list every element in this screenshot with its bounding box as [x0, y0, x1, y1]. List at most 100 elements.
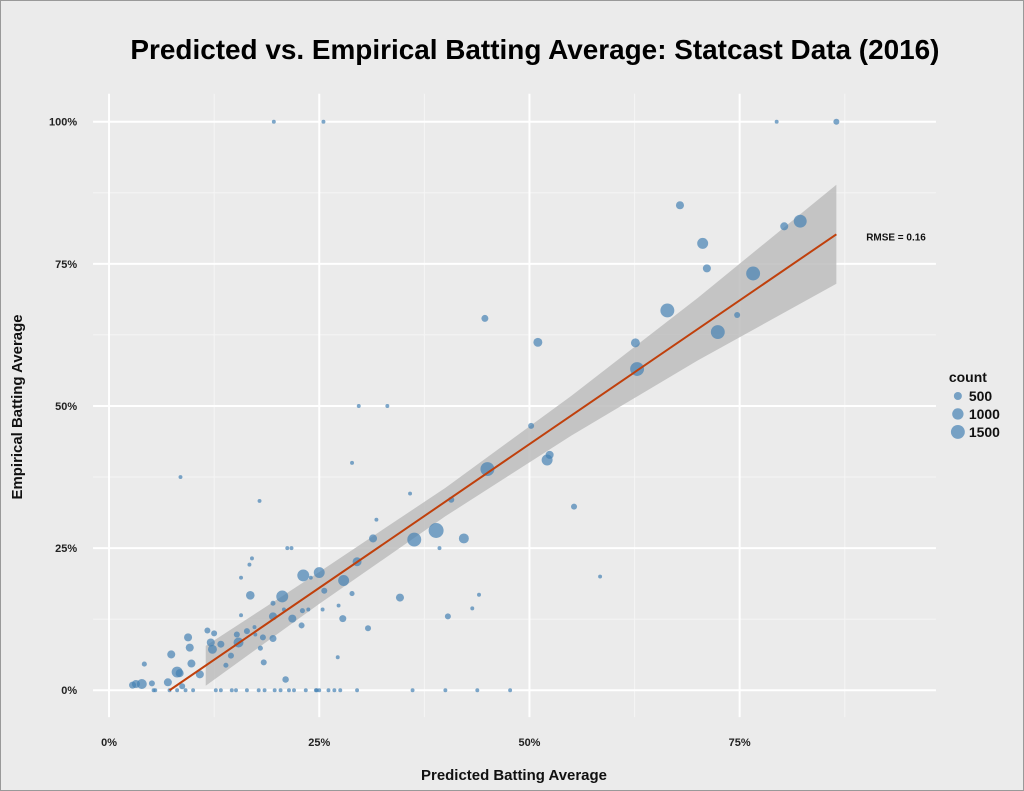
- data-point: [213, 688, 218, 693]
- data-point: [299, 608, 305, 614]
- data-point: [571, 503, 578, 510]
- data-point: [336, 603, 341, 608]
- legend-label: 1500: [969, 424, 1000, 440]
- data-point: [136, 679, 147, 689]
- data-point: [187, 659, 196, 668]
- data-point: [223, 662, 229, 668]
- legend-label: 1000: [969, 406, 1000, 422]
- data-point: [270, 600, 276, 606]
- data-point: [408, 491, 413, 496]
- data-point: [247, 562, 252, 567]
- data-point: [339, 615, 347, 623]
- y-axis-label: Empirical Batting Average: [9, 314, 26, 499]
- data-point: [175, 688, 180, 693]
- chart-title: Predicted vs. Empirical Batting Average:…: [130, 34, 939, 65]
- data-point: [306, 607, 311, 612]
- data-point: [355, 688, 360, 693]
- data-point: [175, 669, 184, 678]
- x-tick-label: 50%: [518, 737, 540, 749]
- legend-key: [953, 391, 962, 401]
- data-point: [179, 683, 186, 690]
- data-point: [321, 119, 326, 124]
- data-point: [407, 532, 422, 547]
- data-point: [338, 575, 350, 586]
- data-point: [204, 627, 211, 634]
- data-point: [350, 460, 354, 465]
- confidence-ribbon-group: [205, 184, 837, 686]
- data-point: [477, 592, 481, 597]
- data-point: [335, 655, 340, 660]
- data-point: [697, 237, 709, 249]
- data-point: [227, 652, 234, 659]
- data-point: [702, 264, 711, 273]
- data-point: [598, 574, 603, 579]
- data-point: [675, 201, 684, 210]
- y-tick-label: 100%: [49, 117, 77, 129]
- data-point: [287, 688, 291, 693]
- data-point: [289, 546, 294, 551]
- data-point: [184, 633, 193, 642]
- data-point: [317, 688, 322, 693]
- legend-label: 500: [969, 388, 993, 404]
- data-point: [257, 498, 262, 503]
- data-point: [428, 522, 444, 538]
- data-point: [185, 643, 194, 652]
- gridlines: [93, 93, 936, 718]
- data-point: [256, 688, 261, 693]
- data-point: [308, 575, 313, 580]
- data-point: [321, 587, 328, 594]
- size-legend: count 500 1000 1500: [949, 369, 1000, 440]
- data-point: [178, 475, 183, 480]
- y-tick-label: 50%: [55, 401, 77, 413]
- legend-key: [952, 408, 964, 420]
- legend-title: count: [949, 369, 987, 385]
- data-point: [437, 546, 442, 551]
- x-axis-label: Predicted Batting Average: [421, 767, 607, 784]
- confidence-ribbon: [205, 184, 837, 686]
- data-point: [660, 303, 675, 318]
- data-point: [262, 688, 267, 693]
- tick-labels: 0% 25% 50% 75% 0% 25% 50% 75% 100%: [49, 117, 751, 749]
- data-point: [374, 517, 379, 522]
- data-point: [533, 337, 543, 347]
- data-point: [313, 567, 325, 579]
- data-point: [276, 590, 289, 603]
- data-point: [243, 628, 250, 635]
- data-point: [195, 670, 204, 679]
- data-point: [141, 661, 147, 667]
- data-point: [385, 404, 390, 408]
- rmse-annotation: RMSE = 0.16: [866, 232, 926, 243]
- data-point: [148, 680, 155, 687]
- fit-line-group: [169, 233, 837, 692]
- data-point: [528, 422, 535, 429]
- data-point: [443, 688, 448, 693]
- data-point: [233, 631, 240, 638]
- data-point: [508, 688, 513, 693]
- data-point: [244, 688, 249, 693]
- data-point: [481, 314, 489, 322]
- y-tick-label: 75%: [55, 259, 77, 271]
- data-point: [833, 118, 840, 125]
- data-point: [207, 644, 217, 654]
- x-tick-label: 0%: [101, 737, 117, 749]
- data-point: [211, 630, 218, 637]
- data-point: [278, 688, 283, 693]
- data-point: [252, 625, 257, 630]
- data-point: [239, 575, 244, 580]
- data-point: [285, 546, 290, 551]
- data-point: [480, 462, 495, 477]
- data-point: [470, 606, 475, 611]
- y-tick-label: 25%: [55, 543, 77, 555]
- data-point: [734, 311, 741, 319]
- data-point: [297, 569, 310, 582]
- data-point: [288, 614, 297, 623]
- data-point: [272, 688, 277, 693]
- data-point: [774, 119, 779, 124]
- data-point: [444, 613, 451, 620]
- y-tick-label: 0%: [61, 685, 77, 697]
- data-point: [229, 688, 234, 693]
- data-point: [793, 214, 807, 228]
- data-point: [259, 634, 266, 641]
